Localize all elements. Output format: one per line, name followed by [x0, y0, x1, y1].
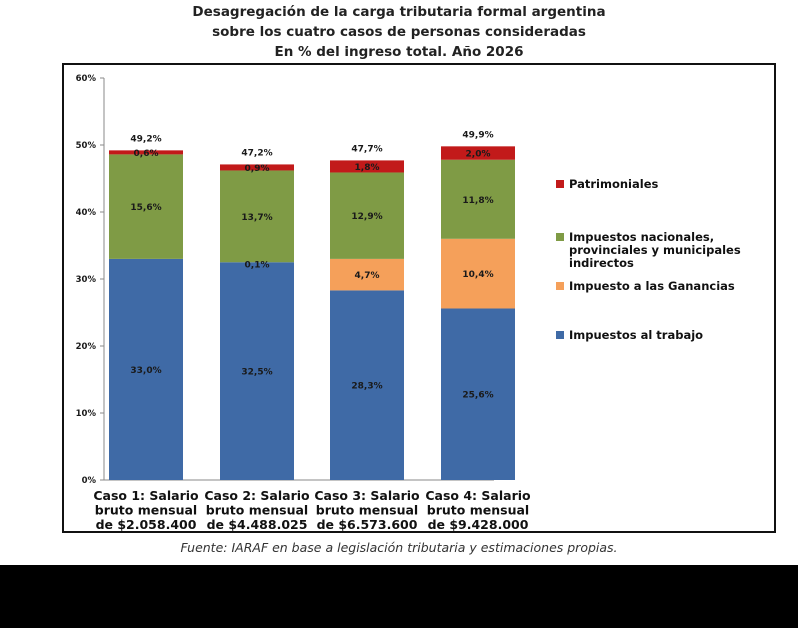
category-label: bruto mensual — [316, 503, 418, 518]
category-label: de $9.428.000 — [428, 517, 529, 531]
legend-label-indirectos: indirectos — [569, 256, 634, 270]
legend-swatch-ganancias — [556, 282, 564, 290]
bar-segment-indirectos — [441, 159, 515, 239]
data-label-trabajo: 32,5% — [241, 368, 272, 378]
data-label-trabajo: 25,6% — [462, 391, 493, 401]
data-label-patrimoniales: 0,6% — [134, 149, 159, 159]
legend-label-trabajo: Impuestos al trabajo — [569, 328, 703, 342]
bar-segment-patrimoniales — [330, 160, 404, 173]
category-label: de $2.058.400 — [96, 517, 197, 531]
legend-label-ganancias: Impuesto a las Ganancias — [569, 279, 735, 293]
bar-segment-patrimoniales — [441, 146, 515, 160]
data-label-ganancias: 10,4% — [462, 270, 493, 280]
bar-segment-trabajo — [109, 258, 183, 480]
total-label: 49,9% — [462, 130, 493, 140]
data-label-patrimoniales: 1,8% — [355, 163, 380, 173]
bar-segment-ganancias — [330, 258, 404, 291]
data-label-patrimoniales: 0,9% — [245, 164, 270, 174]
bar-segment-trabajo — [441, 308, 515, 480]
bar-segment-patrimoniales — [109, 150, 183, 155]
bar-segment-trabajo — [330, 290, 404, 480]
category-label: Caso 4: Salario — [425, 488, 531, 503]
total-label: 47,7% — [351, 144, 382, 154]
y-tick-label: 0% — [82, 476, 97, 486]
data-label-ganancias: 4,7% — [355, 271, 380, 281]
data-label-trabajo: 33,0% — [130, 366, 161, 376]
stacked-bar-chart: 0% 10% 20% 30% 40% 50% 60% 33,0% 15,6% 0,6% 49,2% C… — [76, 74, 741, 531]
data-label-indirectos: 13,7% — [241, 213, 272, 223]
chart-frame: 0% 10% 20% 30% 40% 50% 60% 33,0% 15,6% 0,6% 49,2% C… — [62, 63, 776, 533]
data-label-extra: 0,1% — [245, 260, 270, 270]
data-label-patrimoniales: 2,0% — [466, 150, 491, 160]
bar-segment-indirectos — [220, 170, 294, 263]
bar-segment-ganancias — [441, 238, 515, 309]
legend-label-indirectos: provinciales y municipales — [569, 243, 741, 257]
chart-title-line-1: Desagregación de la carga tributaria for… — [192, 4, 606, 20]
category-label: bruto mensual — [427, 503, 529, 518]
legend-swatch-trabajo — [556, 331, 564, 339]
category-label: de $4.488.025 — [207, 517, 308, 531]
legend-swatch-indirectos — [556, 233, 564, 241]
category-label: bruto mensual — [95, 503, 197, 518]
legend-swatch-patrimoniales — [556, 180, 564, 188]
category-label: Caso 2: Salario — [204, 488, 310, 503]
bar-segment-patrimoniales — [220, 164, 294, 171]
legend-label-patrimoniales: Patrimoniales — [569, 177, 659, 191]
category-label: Caso 3: Salario — [314, 488, 420, 503]
category-label: Caso 1: Salario — [93, 488, 199, 503]
bar-segment-indirectos — [330, 172, 404, 259]
y-tick-label: 10% — [76, 409, 97, 419]
chart-title-line-2: sobre los cuatro casos de personas consi… — [212, 24, 586, 40]
y-tick-label: 60% — [76, 74, 97, 84]
y-tick-label: 20% — [76, 342, 97, 352]
source-note: Fuente: IARAF en base a legislación trib… — [180, 540, 618, 555]
total-label: 49,2% — [130, 134, 161, 144]
footer-black-bar — [0, 565, 798, 628]
bar-segment-indirectos — [109, 154, 183, 259]
chart-title: Desagregación de la carga tributaria for… — [0, 2, 798, 62]
y-tick-label: 50% — [76, 141, 97, 151]
legend-label-indirectos: Impuestos nacionales, — [569, 230, 714, 244]
data-label-indirectos: 11,8% — [462, 196, 493, 206]
data-label-indirectos: 15,6% — [130, 203, 161, 213]
chart-title-line-3: En % del ingreso total. Año 2026 — [274, 44, 524, 60]
total-label: 47,2% — [241, 148, 272, 158]
data-label-trabajo: 28,3% — [351, 382, 382, 392]
category-label: de $6.573.600 — [317, 517, 418, 531]
y-tick-label: 30% — [76, 275, 97, 285]
category-label: bruto mensual — [206, 503, 308, 518]
y-tick-label: 40% — [76, 208, 97, 218]
data-label-indirectos: 12,9% — [351, 212, 382, 222]
bar-segment-trabajo — [220, 262, 294, 480]
